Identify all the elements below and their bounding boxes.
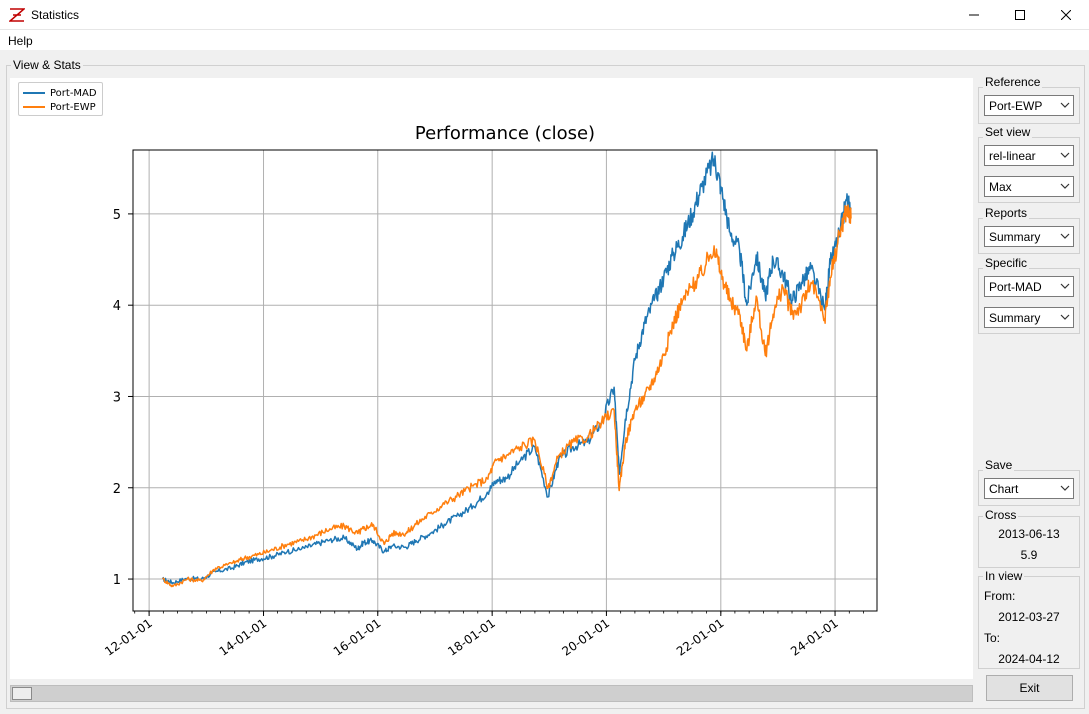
reference-select-value: Port-EWP [989,99,1043,113]
y-tick-label: 4 [113,299,121,314]
legend-item-port-ewp: Port-EWP [23,100,96,114]
close-button[interactable] [1043,0,1089,30]
specific-group: Port-MAD Summary [978,268,1080,334]
maximize-icon [1015,10,1025,20]
specific-portfolio-select[interactable]: Port-MAD [984,276,1074,297]
chevron-down-icon [1060,183,1070,189]
reference-label: Reference [983,75,1043,89]
view-range-select[interactable]: Max [984,176,1074,197]
chart-title: Performance (close) [415,123,595,144]
reference-select[interactable]: Port-EWP [984,95,1074,116]
reports-label: Reports [983,206,1030,220]
in-view-from-date: 2012-03-27 [998,610,1060,624]
y-tick-label: 5 [113,208,121,223]
minimize-icon [969,14,979,16]
minimize-button[interactable] [951,0,997,30]
view-mode-select-value: rel-linear [989,149,1036,163]
menu-bar: Help [0,30,1089,50]
legend-label-port-ewp: Port-EWP [50,101,96,113]
chevron-down-icon [1060,314,1070,320]
exit-button[interactable]: Exit [986,675,1073,701]
x-tick-label: 18-01-01 [445,616,498,659]
chevron-down-icon [1060,283,1070,289]
series-line-port-mad [161,151,852,585]
menu-help[interactable]: Help [8,34,33,48]
reports-select[interactable]: Summary [984,226,1074,247]
cross-label: Cross [983,508,1019,522]
chevron-down-icon [1060,152,1070,158]
in-view-from-label: From: [984,589,1016,603]
legend-label-port-mad: Port-MAD [50,87,97,99]
series-line-port-ewp [162,204,852,588]
y-tick-label: 2 [113,482,121,497]
set-view-group: rel-linear Max [978,137,1080,203]
x-tick-label: 12-01-01 [102,616,155,659]
specific-portfolio-value: Port-MAD [989,280,1042,294]
view-stats-label: View & Stats [11,58,83,72]
cross-date: 2013-06-13 [998,527,1060,541]
save-select[interactable]: Chart [984,478,1074,499]
save-label: Save [983,458,1015,472]
view-stats-group [6,65,1085,709]
specific-report-value: Summary [989,311,1041,325]
in-view-label: In view [983,569,1025,583]
title-bar: Statistics [0,0,1089,30]
legend-item-port-mad: Port-MAD [23,86,97,100]
cross-group: 2013-06-13 5.9 [978,516,1080,568]
legend-swatch-port-mad [23,92,45,94]
x-tick-label: 22-01-01 [674,616,727,659]
save-group: Chart [978,470,1080,506]
cross-value: 5.9 [1020,548,1038,562]
set-view-label: Set view [983,125,1033,139]
y-tick-label: 1 [113,573,121,588]
close-icon [1061,10,1071,20]
chart-legend[interactable]: Port-MAD Port-EWP [18,82,103,116]
x-tick-label: 20-01-01 [559,616,612,659]
view-range-select-value: Max [989,180,1012,194]
in-view-to-date: 2024-04-12 [998,652,1060,666]
x-tick-label: 14-01-01 [217,616,270,659]
performance-chart[interactable]: 12-01-01 14-01-01 16-01-01 18-01-01 20-01-01… [10,78,973,679]
horizontal-scrollbar[interactable] [10,685,973,702]
chevron-down-icon [1060,485,1070,491]
reference-group: Port-EWP [978,87,1080,124]
specific-report-select[interactable]: Summary [984,307,1074,328]
maximize-button[interactable] [997,0,1043,30]
x-tick-label: 16-01-01 [331,616,384,659]
chevron-down-icon [1060,233,1070,239]
plot-frame [132,149,878,612]
in-view-group: From: 2012-03-27 To: 2024-04-12 [978,576,1080,669]
app-logo-icon [9,8,25,22]
reports-select-value: Summary [989,230,1041,244]
view-mode-select[interactable]: rel-linear [984,145,1074,166]
save-select-value: Chart [989,482,1019,496]
reports-group: Summary [978,218,1080,254]
chart-panel[interactable]: 12-01-01 14-01-01 16-01-01 18-01-01 20-01-01… [10,78,973,679]
y-tick-label: 3 [113,390,121,405]
specific-label: Specific [983,256,1030,270]
window-title: Statistics [31,8,80,22]
scrollbar-thumb[interactable] [12,687,32,700]
x-tick-label: 24-01-01 [788,616,841,659]
chevron-down-icon [1060,102,1070,108]
legend-swatch-port-ewp [23,106,45,108]
in-view-to-label: To: [984,631,1001,645]
